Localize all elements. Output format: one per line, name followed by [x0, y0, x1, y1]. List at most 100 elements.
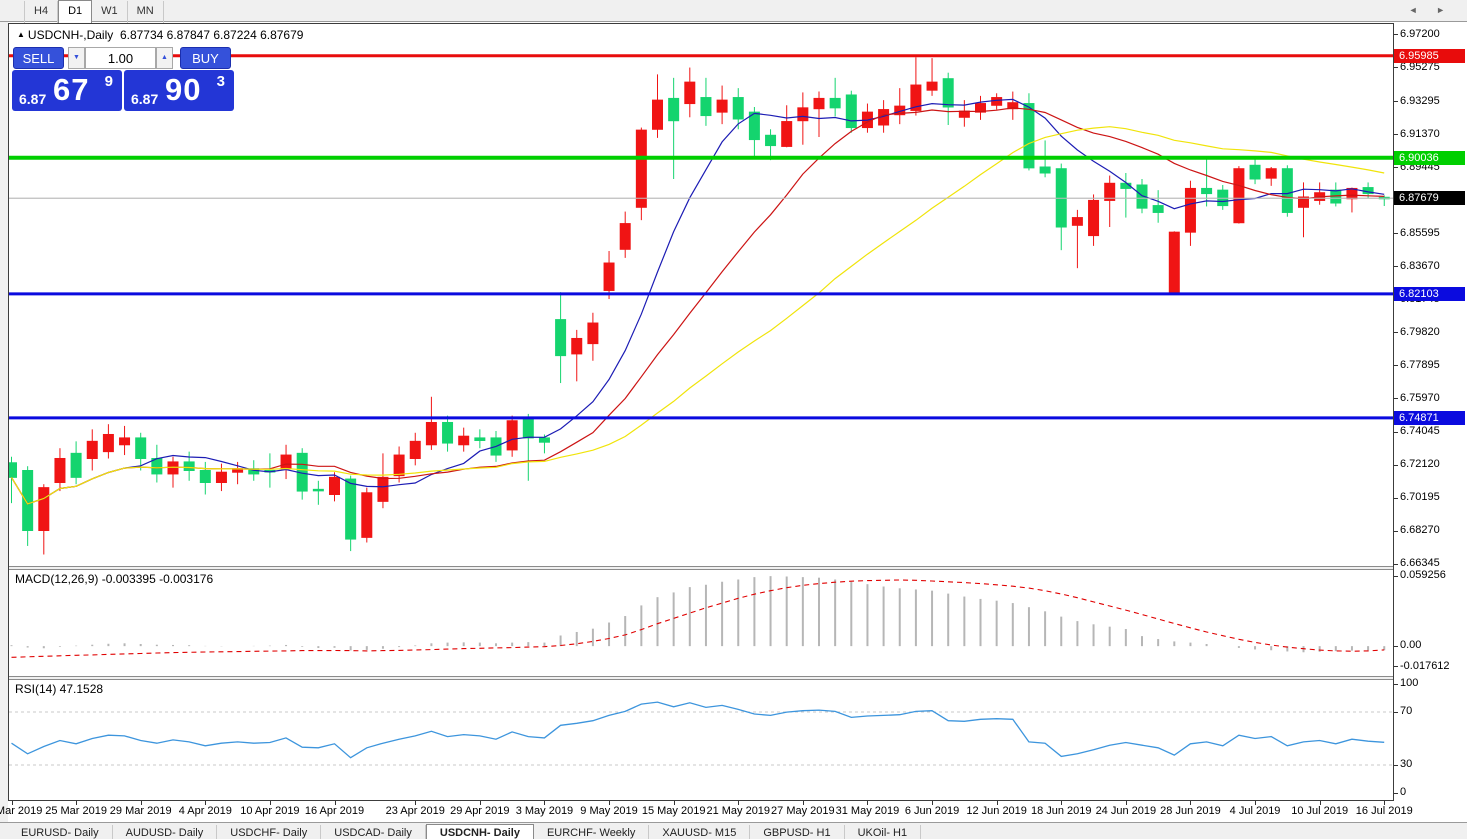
chart-window[interactable]: ▲ USDCNH-,Daily 6.87734 6.87847 6.87224 6… — [8, 23, 1394, 801]
chart-title-symbol: USDCNH-,Daily — [27, 28, 114, 42]
candle-body — [377, 476, 389, 502]
price-pane[interactable] — [9, 24, 1393, 566]
collapse-triangle-icon[interactable]: ▲ — [17, 30, 25, 39]
date-tick — [802, 801, 804, 805]
date-axis-label: 19 Mar 2019 — [0, 805, 43, 817]
pane-splitter[interactable] — [9, 566, 1393, 570]
price-axis-label: 6.74045 — [1400, 425, 1440, 437]
symbol-tab-usdchf[interactable]: USDCHF- Daily — [217, 825, 322, 839]
candle-body — [797, 107, 809, 122]
date-tick — [1255, 801, 1257, 805]
candle-body — [474, 437, 486, 441]
date-tick — [609, 801, 611, 805]
candle-body — [458, 435, 470, 446]
one-click-trading-panel: SELL ▼ ▲ BUY 6.87 67 9 6.87 90 3 — [9, 24, 249, 116]
date-axis-label: 4 Apr 2019 — [178, 805, 232, 817]
candle-body — [1136, 184, 1148, 209]
axis-tick — [1394, 332, 1398, 334]
axis-tick — [1394, 530, 1398, 532]
rsi-indicator-label: RSI(14) 47.1528 — [15, 682, 104, 696]
date-axis-label: 21 May 2019 — [706, 805, 771, 817]
date-tick — [140, 801, 142, 805]
rsi-line — [11, 701, 1385, 759]
date-axis-label: 10 Jul 2019 — [1291, 805, 1349, 817]
rsi-axis-label: 100 — [1400, 677, 1419, 689]
volume-increase-button[interactable]: ▲ — [156, 47, 173, 69]
candle-body — [38, 487, 50, 532]
axis-tick — [1394, 365, 1398, 367]
tab-scroll-arrows[interactable]: ◄ ► — [1408, 5, 1453, 15]
candle-body — [668, 97, 680, 122]
candle-body — [538, 437, 550, 443]
date-axis-label: 16 Jul 2019 — [1355, 805, 1413, 817]
date-tick — [996, 801, 998, 805]
candle-body — [910, 84, 922, 111]
price-axis-label: 6.91370 — [1400, 127, 1440, 140]
price-axis-label: 6.75970 — [1400, 391, 1440, 404]
pane-splitter[interactable] — [9, 676, 1393, 680]
chart-title-ohlc: 6.87734 6.87847 6.87224 6.87679 — [119, 28, 304, 42]
sell-price-box[interactable]: 6.87 67 9 — [12, 70, 122, 111]
date-tick — [1190, 801, 1192, 805]
date-axis-label: 16 Apr 2019 — [304, 805, 365, 817]
axis-tick — [1394, 645, 1398, 647]
axis-tick — [1394, 563, 1398, 565]
candle-body — [1233, 168, 1245, 224]
date-axis-label: 23 Apr 2019 — [385, 805, 445, 817]
macd-axis-label: 0.00 — [1400, 639, 1422, 652]
sell-button[interactable]: SELL — [13, 47, 64, 69]
candle-body — [587, 322, 599, 345]
rsi-pane[interactable] — [9, 680, 1393, 800]
buy-price-box[interactable]: 6.87 90 3 — [124, 70, 234, 111]
symbol-tab-bar: EURUSD- Daily AUDUSD- Daily USDCHF- Daily U… — [0, 822, 1467, 839]
price-axis-label: 6.72120 — [1400, 458, 1440, 470]
ma-mid-line — [10, 107, 1385, 505]
price-axis[interactable]: 6.97200 6.95275 6.93295 6.91370 6.89445 6.855… — [1394, 23, 1467, 801]
date-axis-label: 31 May 2019 — [835, 805, 900, 817]
date-tick — [479, 801, 481, 805]
volume-decrease-button[interactable]: ▼ — [68, 47, 85, 69]
candle-body — [958, 110, 970, 118]
date-tick — [1125, 801, 1127, 805]
candle-body — [571, 337, 583, 355]
date-tick — [1061, 801, 1063, 805]
candle-body — [425, 421, 437, 446]
macd-pane[interactable] — [9, 570, 1393, 676]
macd-signal-line — [11, 579, 1385, 658]
timeframe-tab-h4[interactable]: H4 — [24, 1, 59, 23]
symbol-tab-usdcad[interactable]: USDCAD- Daily — [321, 825, 426, 839]
date-axis-label: 10 Apr 2019 — [240, 805, 300, 817]
symbol-tab-xauusd[interactable]: XAUUSD- M15 — [649, 825, 751, 839]
symbol-tab-eurusd[interactable]: EURUSD- Daily — [8, 825, 113, 839]
symbol-tab-audusd[interactable]: AUDUSD- Daily — [113, 825, 218, 839]
candle-body — [926, 81, 938, 91]
candle-body — [1281, 168, 1293, 213]
volume-input[interactable] — [85, 47, 156, 69]
symbol-tab-eurchf[interactable]: EURCHF- Weekly — [534, 825, 650, 839]
candle-body — [781, 121, 793, 147]
macd-axis-label: -0.017612 — [1400, 659, 1450, 672]
timeframe-tab-mn[interactable]: MN — [128, 1, 164, 23]
date-tick — [1384, 801, 1386, 805]
candle-body — [1265, 168, 1277, 179]
candle-body — [22, 469, 34, 532]
candle-body — [652, 99, 663, 130]
candle-body — [393, 454, 405, 477]
timeframe-tab-w1[interactable]: W1 — [92, 1, 128, 23]
axis-tick — [1394, 792, 1398, 794]
chart-title: ▲ USDCNH-,Daily 6.87734 6.87847 6.87224 6… — [17, 28, 303, 42]
symbol-tab-usdcnh[interactable]: USDCNH- Daily — [425, 824, 534, 839]
timeframe-tab-d1[interactable]: D1 — [58, 0, 93, 24]
candle-body — [603, 262, 615, 291]
axis-tick — [1394, 764, 1398, 766]
axis-tick — [1394, 431, 1398, 433]
price-axis-label: 6.97200 — [1400, 27, 1440, 40]
symbol-tab-gbpusd[interactable]: GBPUSD- H1 — [750, 825, 845, 839]
candle-body — [506, 420, 518, 451]
ma-fast-line — [10, 98, 1385, 505]
buy-button[interactable]: BUY — [180, 47, 231, 69]
buy-price-big: 90 — [165, 72, 202, 107]
symbol-tab-ukoil[interactable]: UKOil- H1 — [845, 825, 922, 839]
